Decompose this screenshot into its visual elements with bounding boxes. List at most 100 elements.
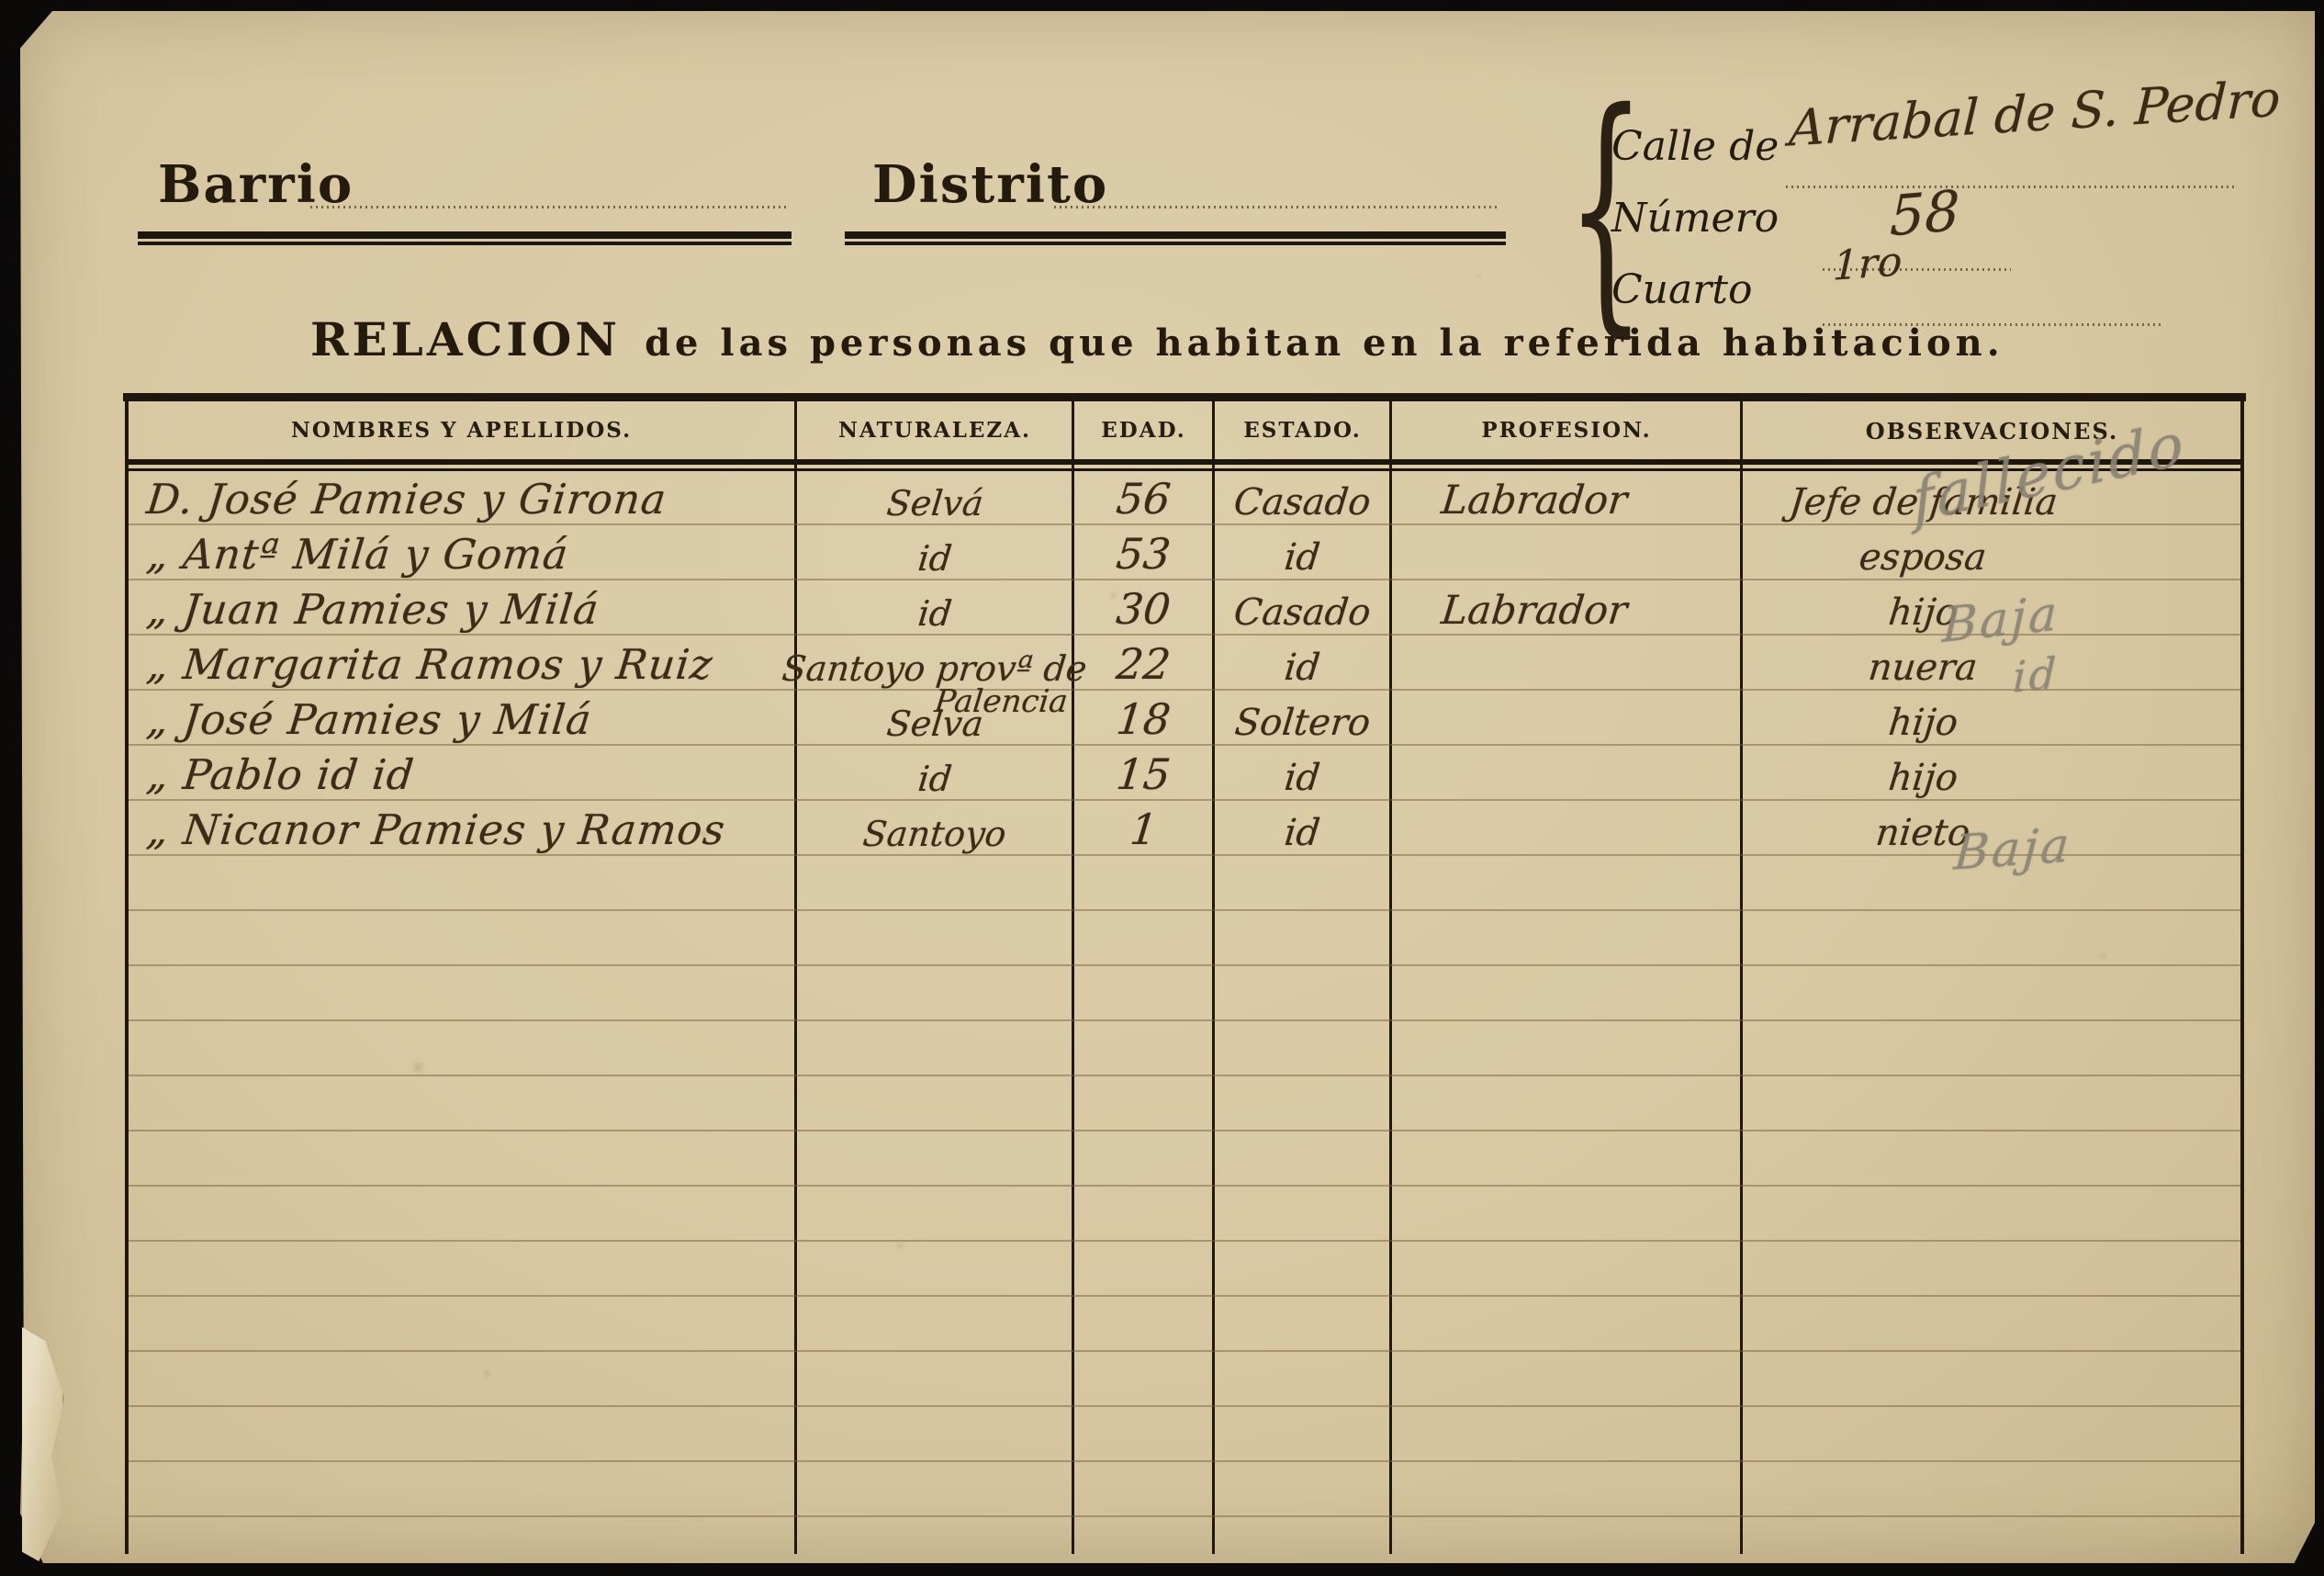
cell-naturaleza: id: [796, 749, 1073, 799]
cell-edad: 30: [1073, 584, 1214, 634]
numero-label: Número: [1611, 195, 1779, 242]
cell-profesion: [1391, 529, 1742, 579]
table-header-rule: [127, 459, 2242, 471]
cell-profesion: [1391, 694, 1742, 744]
cell-edad: 15: [1073, 749, 1214, 799]
numero-dotted-line: [1823, 268, 2011, 271]
cell-edad: 53: [1073, 529, 1214, 579]
page-title: RELACION de las personas que habitan en …: [310, 312, 2004, 366]
table-row: „ Pablo id id id 15 id hijo: [0, 749, 2324, 799]
cell-text: „ Nicanor Pamies y Ramos: [144, 805, 728, 854]
cell-naturaleza: Selva: [796, 694, 1073, 744]
cell-nombre: „ Margarita Ramos y Ruiz: [144, 639, 794, 689]
column-header-observaciones: OBSERVACIONES.: [1865, 418, 2119, 445]
distrito-rule: [845, 231, 1506, 245]
cell-nombre: „ Antª Milá y Gomá: [144, 529, 794, 579]
cell-estado: id: [1214, 749, 1391, 799]
cell-text: id: [915, 593, 954, 634]
cell-nombre: „ Nicanor Pamies y Ramos: [144, 805, 794, 854]
cell-observaciones: hijo: [1742, 749, 2242, 799]
cell-estado: id: [1214, 805, 1391, 854]
cell-profesion: [1391, 805, 1742, 854]
cell-nombre: „ Juan Pamies y Milá: [144, 584, 794, 634]
cell-profesion: [1391, 749, 1742, 799]
column-header-nombres: NOMBRES Y APELLIDOS.: [290, 418, 633, 443]
cell-text: id: [1282, 812, 1323, 854]
page-title-rest: de las personas que habitan en la referi…: [645, 321, 2004, 365]
cell-text: id: [1282, 757, 1323, 799]
cell-text: D. José Pamies y Girona: [144, 475, 669, 523]
cell-naturaleza: Santoyo provª de Palencia: [780, 639, 1089, 720]
cell-text: Selva: [884, 704, 985, 744]
barrio-dotted-line: [310, 206, 786, 208]
cell-estado: Casado: [1214, 474, 1391, 523]
cell-text: id: [915, 759, 954, 799]
cell-text: id: [915, 538, 954, 579]
cell-edad: 1: [1073, 805, 1214, 854]
table-row: „ José Pamies y Milá Selva 18 Soltero hijo: [0, 694, 2324, 744]
cell-text: Soltero: [1232, 702, 1373, 744]
cell-text: Casado: [1231, 481, 1374, 523]
column-header-estado: ESTADO.: [1243, 418, 1362, 443]
cell-text: 18: [1114, 694, 1173, 744]
cell-naturaleza: id: [796, 584, 1073, 634]
cell-edad: 56: [1073, 474, 1214, 523]
cell-naturaleza: Santoyo: [796, 805, 1073, 854]
cell-profesion: Labrador: [1391, 474, 1742, 523]
cell-estado: Soltero: [1214, 694, 1391, 744]
cell-text: hijo: [1886, 757, 1960, 799]
cell-text: 30: [1114, 584, 1173, 634]
cell-text: Casado: [1231, 591, 1374, 634]
cell-observaciones: hijo: [1742, 694, 2242, 744]
ruled-lines: [129, 470, 2240, 1552]
cell-profesion: Labrador: [1391, 584, 1742, 634]
cell-text: Labrador: [1439, 588, 1630, 634]
cell-text: 56: [1114, 474, 1173, 523]
calle-label: Calle de: [1611, 123, 1779, 170]
cell-text: „ Pablo id id: [144, 750, 417, 799]
table-left-border: [125, 393, 129, 1554]
cell-text: id: [1282, 536, 1323, 579]
cell-text: 15: [1114, 749, 1173, 799]
page-title-lead: RELACION: [310, 312, 622, 366]
cell-text: 53: [1114, 529, 1173, 579]
cuarto-dotted-line: [1823, 323, 2164, 326]
cell-text: Selvá: [884, 483, 985, 523]
calle-dotted-line: [1786, 186, 2238, 188]
table-row: „ Antª Milá y Gomá id 53 id esposa: [0, 529, 2324, 579]
cuarto-label: Cuarto: [1611, 266, 1753, 313]
cell-text: 1: [1128, 805, 1160, 854]
cell-text: „ Margarita Ramos y Ruiz: [144, 640, 716, 689]
cell-estado: id: [1214, 529, 1391, 579]
pencil-annotation-id: id: [2012, 647, 2060, 703]
cell-text: „ Antª Milá y Gomá: [144, 530, 571, 579]
cell-text: Santoyo: [860, 814, 1009, 854]
cell-profesion: [1391, 639, 1742, 689]
pencil-annotation-baja-2: Baja: [1952, 817, 2074, 882]
cell-nombre: „ José Pamies y Milá: [144, 694, 794, 744]
cell-observaciones: esposa: [1742, 529, 2242, 579]
cell-naturaleza: Selvá: [796, 474, 1073, 523]
column-header-naturaleza: NATURALEZA.: [837, 418, 1032, 443]
cell-text: 22: [1114, 639, 1173, 689]
distrito-dotted-line: [1054, 206, 1497, 208]
table-right-border: [2240, 393, 2244, 1554]
column-header-edad: EDAD.: [1101, 418, 1186, 443]
cell-text: „ José Pamies y Milá: [144, 695, 595, 744]
cell-text: nuera: [1866, 647, 1980, 689]
column-header-profesion: PROFESION.: [1481, 418, 1652, 443]
table-top-rule: [123, 393, 2246, 401]
cell-text: „ Juan Pamies y Milá: [144, 585, 602, 634]
barrio-label: Barrio: [158, 154, 354, 215]
distrito-label: Distrito: [872, 154, 1109, 215]
cell-naturaleza: id: [796, 529, 1073, 579]
cell-edad: 22: [1073, 639, 1214, 689]
cell-nombre: „ Pablo id id: [144, 749, 794, 799]
cell-estado: Casado: [1214, 584, 1391, 634]
cell-nombre: D. José Pamies y Girona: [144, 474, 794, 523]
cell-text: esposa: [1857, 536, 1990, 579]
cell-text: hijo: [1886, 702, 1960, 744]
cell-edad: 18: [1073, 694, 1214, 744]
